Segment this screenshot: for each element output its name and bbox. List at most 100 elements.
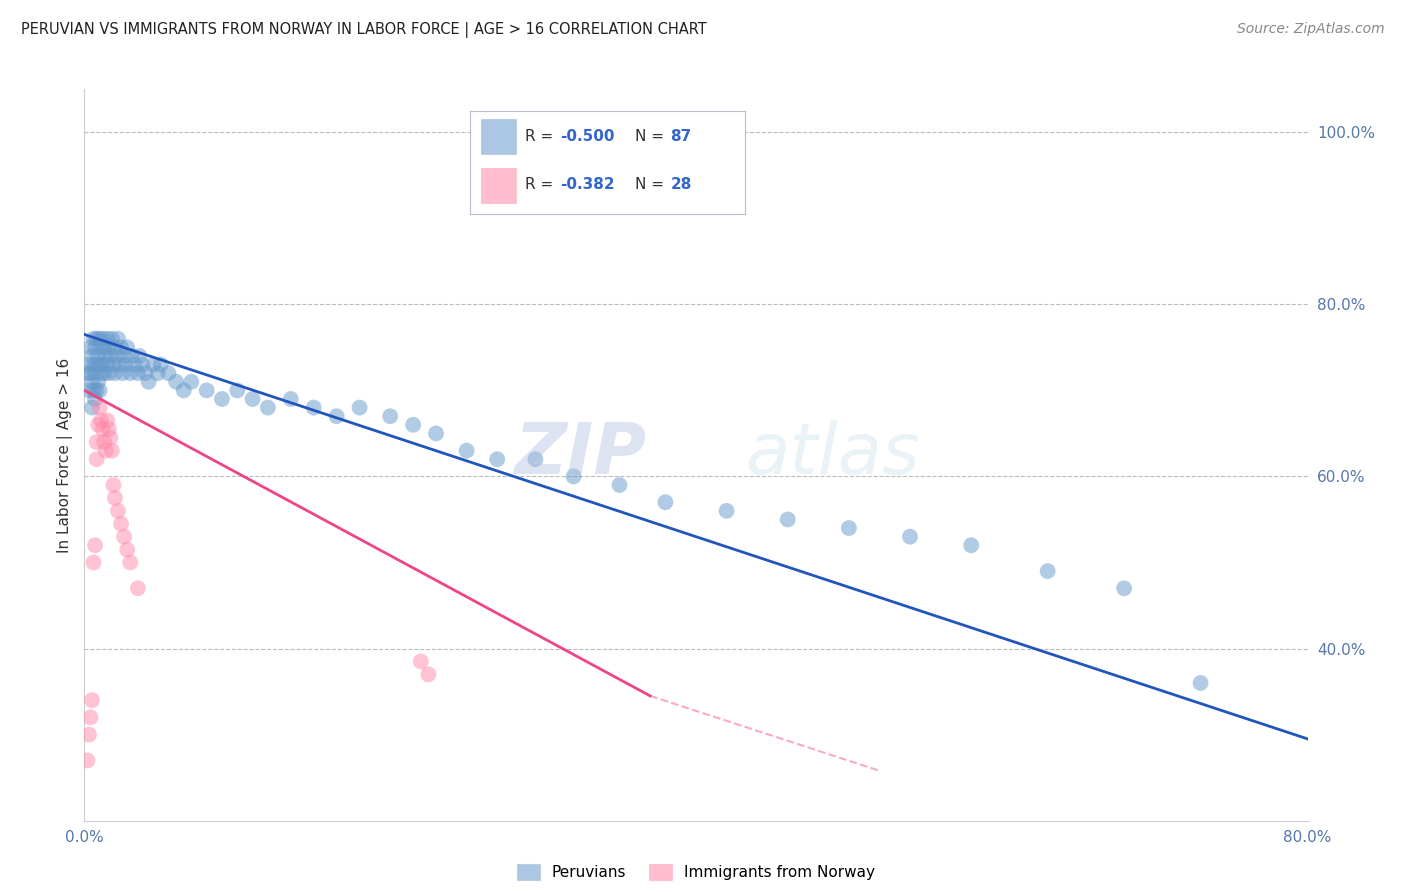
Point xyxy=(108,358,131,372)
Point xyxy=(89,358,111,372)
Point xyxy=(76,366,98,380)
Point xyxy=(128,349,150,363)
Point xyxy=(89,332,111,346)
Point xyxy=(127,366,149,380)
Point xyxy=(94,443,117,458)
Point xyxy=(257,401,280,415)
Legend: Peruvians, Immigrants from Norway: Peruvians, Immigrants from Norway xyxy=(510,858,882,886)
Point xyxy=(110,340,132,354)
Point xyxy=(121,349,143,363)
Point xyxy=(776,512,799,526)
Point xyxy=(1036,564,1059,578)
Point xyxy=(120,556,142,570)
Point xyxy=(211,392,233,406)
Point xyxy=(97,422,120,436)
Point xyxy=(654,495,676,509)
Point xyxy=(107,332,129,346)
Point xyxy=(83,556,105,570)
Point xyxy=(142,358,165,372)
Point xyxy=(103,478,125,492)
Point xyxy=(97,366,120,380)
Point xyxy=(562,469,585,483)
Point xyxy=(456,443,478,458)
Point xyxy=(898,530,921,544)
Point xyxy=(93,366,115,380)
Point xyxy=(409,655,432,669)
Point xyxy=(486,452,509,467)
Point xyxy=(91,332,114,346)
Point xyxy=(96,413,118,427)
Point xyxy=(226,384,249,398)
Y-axis label: In Labor Force | Age > 16: In Labor Force | Age > 16 xyxy=(58,358,73,552)
Point xyxy=(87,349,110,363)
Point xyxy=(418,667,440,681)
Point xyxy=(93,340,115,354)
Point xyxy=(80,375,103,389)
Point xyxy=(101,332,124,346)
Point xyxy=(325,409,347,424)
Point xyxy=(87,375,110,389)
Point xyxy=(104,491,127,505)
Point xyxy=(157,366,180,380)
Point xyxy=(96,332,118,346)
Point xyxy=(838,521,860,535)
Point xyxy=(90,366,112,380)
Point xyxy=(524,452,547,467)
Point xyxy=(79,366,101,380)
Point xyxy=(80,349,103,363)
Point xyxy=(94,349,117,363)
Point xyxy=(302,401,325,415)
Point xyxy=(90,340,112,354)
Point xyxy=(77,384,100,398)
Point xyxy=(86,435,108,450)
Point xyxy=(349,401,371,415)
Point xyxy=(124,358,146,372)
Point xyxy=(115,542,138,557)
Point xyxy=(107,504,129,518)
Point xyxy=(90,413,112,427)
Point xyxy=(80,401,103,415)
Point xyxy=(84,340,107,354)
Point xyxy=(97,340,120,354)
Point xyxy=(112,349,135,363)
Point xyxy=(103,358,125,372)
Point xyxy=(960,538,983,552)
Point xyxy=(89,384,111,398)
Point xyxy=(111,366,134,380)
Point xyxy=(83,332,105,346)
Point xyxy=(135,366,157,380)
Point xyxy=(83,384,105,398)
Point xyxy=(120,366,142,380)
Point xyxy=(76,753,98,767)
Point xyxy=(173,384,195,398)
Point xyxy=(98,349,121,363)
Point xyxy=(1189,676,1212,690)
Point xyxy=(195,384,218,398)
Point xyxy=(380,409,402,424)
Point xyxy=(425,426,447,441)
Point xyxy=(77,728,100,742)
Point xyxy=(86,384,108,398)
Point xyxy=(242,392,264,406)
Point xyxy=(84,392,107,406)
Point xyxy=(79,710,101,724)
Point xyxy=(89,401,111,415)
Point xyxy=(104,366,127,380)
Point xyxy=(716,504,738,518)
Point xyxy=(101,443,124,458)
Text: ZIP: ZIP xyxy=(515,420,647,490)
Point xyxy=(87,417,110,432)
Point xyxy=(280,392,302,406)
Point xyxy=(86,358,108,372)
Point xyxy=(149,358,172,372)
Point xyxy=(609,478,631,492)
Point xyxy=(84,538,107,552)
Point xyxy=(91,358,114,372)
Point xyxy=(115,340,138,354)
Point xyxy=(84,366,107,380)
Point xyxy=(112,530,135,544)
Point xyxy=(98,431,121,445)
Point xyxy=(83,358,105,372)
Text: PERUVIAN VS IMMIGRANTS FROM NORWAY IN LABOR FORCE | AGE > 16 CORRELATION CHART: PERUVIAN VS IMMIGRANTS FROM NORWAY IN LA… xyxy=(21,22,707,38)
Point xyxy=(146,366,169,380)
